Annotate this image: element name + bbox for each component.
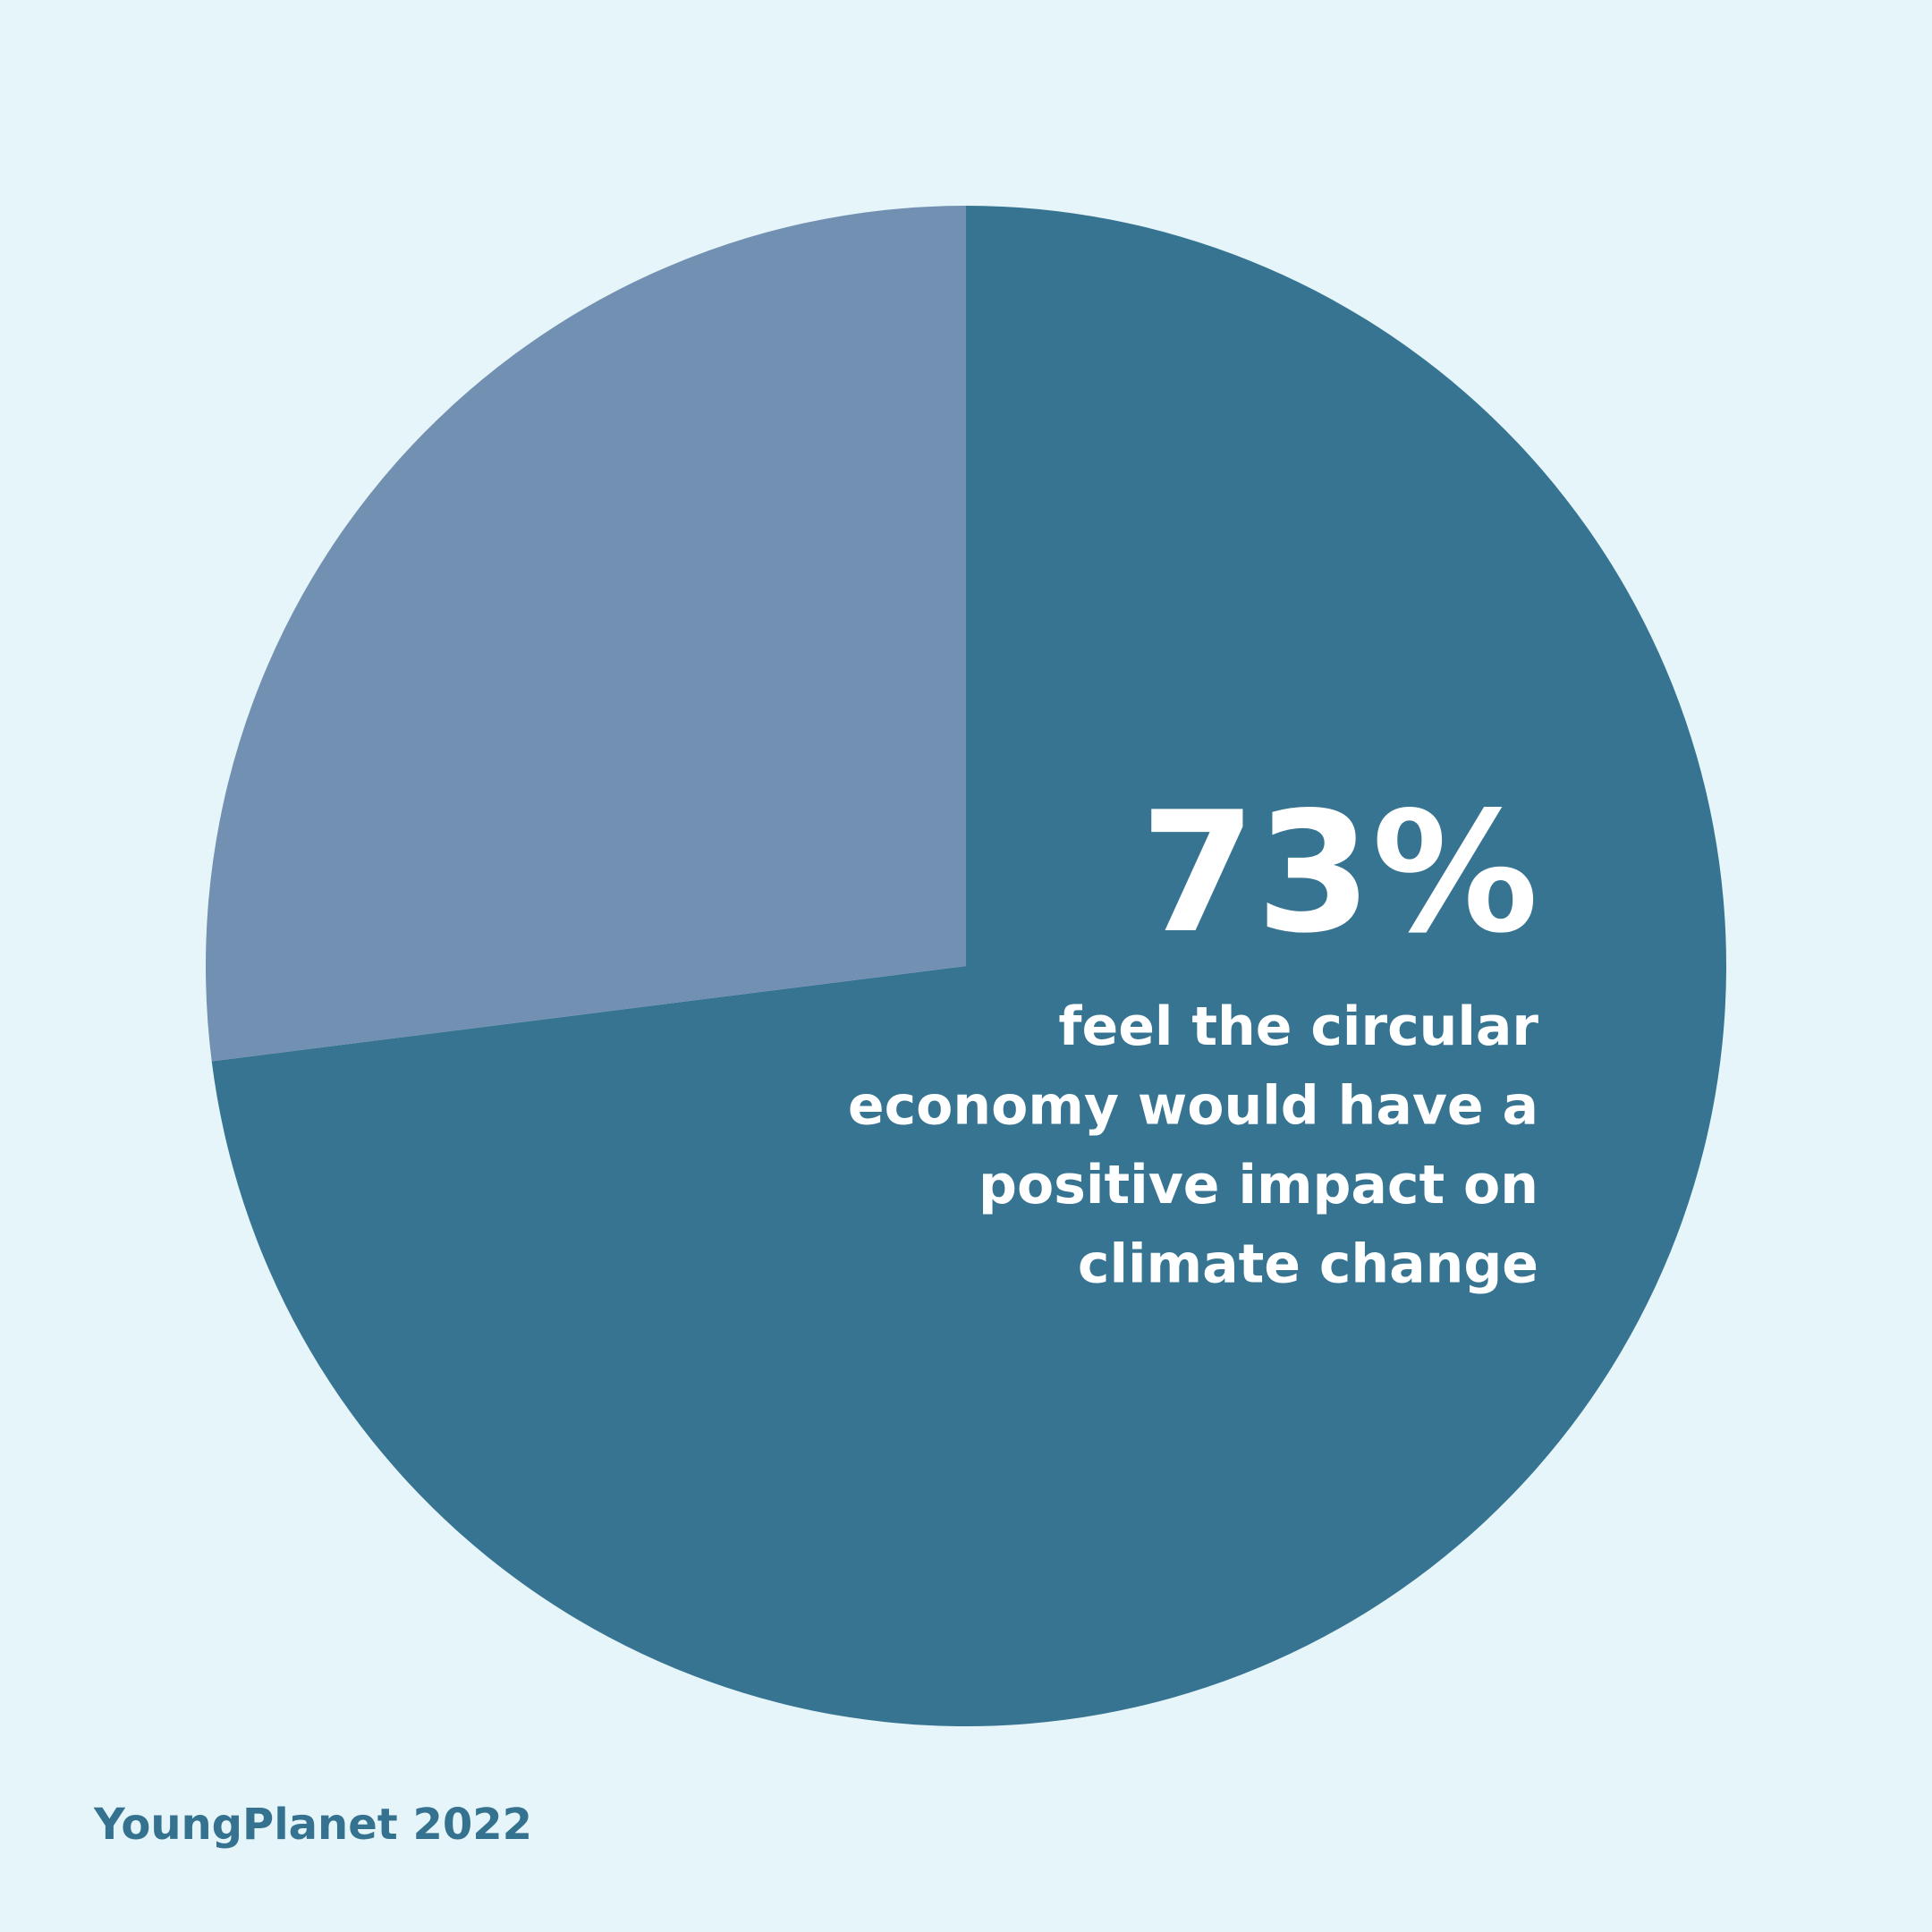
annotation-line: feel the circular	[1058, 996, 1538, 1058]
source: YoungPlanet 2022	[93, 1800, 532, 1850]
annotation-line: climate change	[1078, 1233, 1538, 1296]
pie-slice	[206, 206, 967, 1062]
pie-slice	[211, 206, 1726, 1727]
value-label: 73%	[1140, 775, 1538, 970]
annotation-line: economy would have a	[848, 1075, 1538, 1138]
pie	[206, 206, 1726, 1727]
annotation: feel the circular economy would have a pos…	[848, 996, 1538, 1296]
annotation-line: positive impact on	[979, 1154, 1538, 1216]
